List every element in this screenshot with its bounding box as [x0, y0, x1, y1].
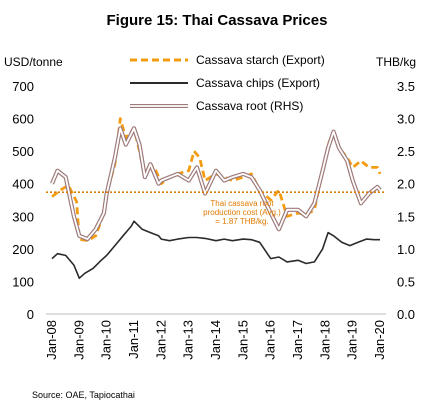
legend: Cassava starch (Export) Cassava chips (E…	[130, 53, 325, 113]
x-tick-label: Jan-12	[153, 320, 168, 360]
annotation-line-3: = 1.87 THB/kg.	[215, 217, 268, 226]
left-axis-ticks: 0 100 200 300 400 500 600 700	[12, 79, 34, 322]
right-tick-label: 1.5	[397, 209, 415, 224]
y-right-axis-label: THB/kg	[376, 55, 416, 69]
x-tick-label: Jan-19	[345, 320, 360, 360]
right-tick-label: 1.0	[397, 242, 415, 257]
left-tick-label: 300	[12, 209, 34, 224]
x-tick-label: Jan-14	[208, 320, 223, 360]
y-left-axis-label: USD/tonne	[4, 55, 63, 69]
reference-line-group: Thai cassava root production cost (Avg.)…	[46, 191, 386, 226]
left-tick-label: 100	[12, 274, 34, 289]
x-tick-label: Jan-09	[71, 320, 86, 360]
series-line-cassava-chips	[51, 220, 380, 279]
left-tick-label: 400	[12, 177, 34, 192]
right-tick-label: 3.5	[397, 79, 415, 94]
x-tick-label: Jan-08	[44, 320, 59, 360]
series-line-cassava-root-inner	[51, 127, 381, 240]
x-tick-label: Jan-16	[263, 320, 278, 360]
legend-label-starch: Cassava starch (Export)	[196, 53, 325, 67]
x-tick-label: Jan-11	[126, 320, 141, 359]
x-tick-label: Jan-10	[99, 320, 114, 360]
right-tick-label: 2.5	[397, 144, 415, 159]
right-tick-label: 2.0	[397, 177, 415, 192]
legend-label-chips: Cassava chips (Export)	[196, 76, 320, 90]
right-axis-ticks: 0.0 0.5 1.0 1.5 2.0 2.5 3.0 3.5	[397, 79, 415, 322]
left-tick-label: 700	[12, 79, 34, 94]
x-tick-label: Jan-17	[290, 320, 305, 360]
x-axis-ticks: Jan-08 Jan-09 Jan-10 Jan-11 Jan-12 Jan-13 Jan-…	[44, 320, 387, 360]
left-tick-label: 200	[12, 242, 34, 257]
left-tick-label: 600	[12, 112, 34, 127]
plot-series	[50, 117, 382, 279]
x-tick-label: Jan-18	[317, 320, 332, 360]
x-tick-label: Jan-20	[372, 320, 387, 360]
right-tick-label: 0.5	[397, 274, 415, 289]
x-tick-label: Jan-15	[235, 320, 250, 360]
left-tick-label: 500	[12, 144, 34, 159]
annotation-line-1: Thai cassava root	[210, 199, 274, 208]
source-note: Source: OAE, Tapiocathai	[32, 390, 135, 400]
x-tick-label: Jan-13	[181, 320, 196, 360]
legend-label-root: Cassava root (RHS)	[196, 99, 303, 113]
left-tick-label: 0	[27, 307, 34, 322]
right-tick-label: 3.0	[397, 112, 415, 127]
annotation-line-2: production cost (Avg.)	[203, 208, 281, 217]
right-tick-label: 0.0	[397, 307, 415, 322]
chart-title: Figure 15: Thai Cassava Prices	[107, 12, 328, 29]
